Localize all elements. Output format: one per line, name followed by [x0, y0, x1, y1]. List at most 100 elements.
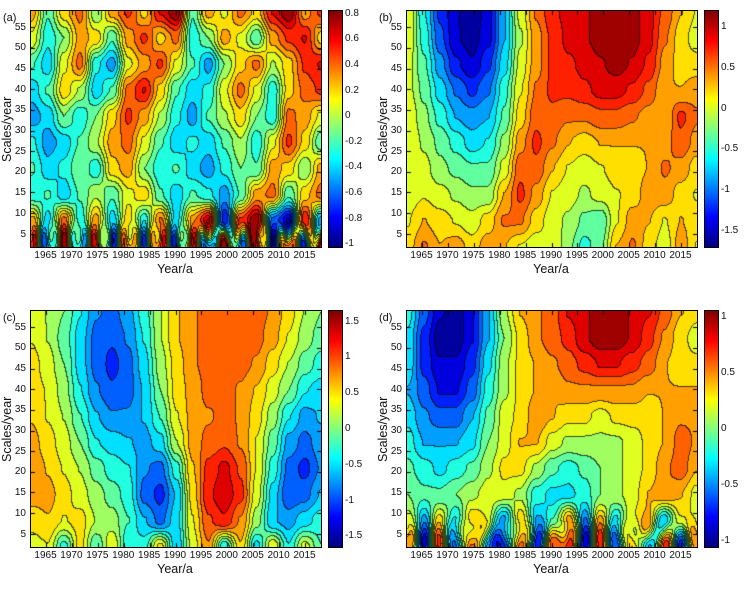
colorbar-tick-label: 1 [721, 21, 727, 33]
panel-b: (b) Scales/year 5 10 15 20 25 30 35 40 45 50 55 19… [376, 0, 751, 298]
contour-plot-d [406, 310, 698, 548]
colorbar-a [328, 10, 343, 248]
x-tick-label: 1995 [565, 250, 589, 261]
colorbar-tick-labels: 0.8 0.6 0.4 0.2 0 -0.2 -0.4 -0.6 -0.8 -1 [345, 7, 375, 250]
colorbar-tick-label: -0.8 [345, 212, 363, 224]
colorbar-b [704, 10, 719, 248]
y-tick-label: 20 [390, 466, 402, 478]
colorbar-c [328, 310, 343, 548]
x-tick-label: 1965 [410, 550, 433, 561]
x-tick-label: 1975 [86, 250, 109, 261]
panel-a: (a) Scales/year 5 10 15 20 25 30 35 40 45 50 55 19… [0, 0, 375, 298]
y-tick-label: 20 [390, 166, 402, 178]
panel-label-d: (d) [379, 312, 393, 324]
x-tick-label: 1980 [488, 550, 511, 561]
y-tick-label: 40 [390, 383, 402, 395]
x-tick-label: 1985 [513, 550, 537, 561]
x-tick-label: 1990 [163, 550, 187, 561]
x-tick-label: 2015 [669, 550, 692, 561]
y-tick-label: 50 [390, 42, 402, 54]
colorbar-tick-label: -0.4 [345, 161, 363, 173]
y-tick-label: 15 [14, 187, 26, 199]
y-tick-label: 10 [390, 207, 402, 219]
x-tick-label: 1965 [410, 250, 433, 261]
colorbar-tick-label: 0 [721, 102, 727, 114]
y-tick-label: 5 [396, 228, 402, 240]
x-tick-label: 1980 [112, 550, 135, 561]
x-axis-title: Year/a [157, 562, 193, 576]
colorbar-tick-label: 0.5 [345, 387, 359, 399]
x-tick-labels: 1965 1970 1975 1980 1985 1990 1995 2000 2005 2010… [376, 250, 751, 262]
y-tick-label: 55 [390, 321, 402, 333]
panel-label-c: (c) [3, 312, 16, 324]
y-tick-label: 30 [14, 425, 26, 437]
y-tick-label: 40 [14, 383, 26, 395]
colorbar-tick-labels: 1 0.5 0 -0.5 -1 [721, 310, 751, 548]
y-tick-label: 35 [14, 404, 26, 416]
x-tick-label: 1975 [462, 550, 485, 561]
x-tick-label: 1970 [436, 550, 459, 561]
colorbar-tick-label: -0.5 [721, 479, 739, 491]
x-tick-label: 1965 [34, 550, 57, 561]
x-tick-label: 1975 [86, 550, 109, 561]
y-tick-label: 10 [14, 207, 26, 219]
x-tick-labels: 1965 1970 1975 1980 1985 1990 1995 2000 2005 2010… [0, 550, 375, 562]
colorbar-tick-label: 0.8 [345, 7, 359, 19]
x-tick-label: 1985 [513, 250, 537, 261]
y-tick-label: 45 [14, 62, 26, 74]
x-tick-label: 2015 [669, 250, 692, 261]
x-tick-label: 1980 [112, 250, 135, 261]
x-axis-title: Year/a [533, 262, 569, 276]
y-tick-label: 15 [390, 187, 402, 199]
y-tick-label: 35 [390, 404, 402, 416]
y-tick-label: 50 [390, 342, 402, 354]
contour-plot-c [30, 310, 322, 548]
x-tick-label: 2005 [241, 250, 264, 261]
colorbar-d [704, 310, 719, 548]
y-tick-label: 5 [396, 528, 402, 540]
colorbar-tick-label: -1.5 [345, 530, 363, 542]
x-tick-label: 1975 [462, 250, 485, 261]
colorbar-tick-label: 0 [345, 423, 351, 434]
y-tick-labels: 5 10 15 20 25 30 35 40 45 50 55 [0, 310, 27, 548]
y-tick-label: 55 [14, 321, 26, 333]
colorbar-tick-label: -1.5 [721, 224, 739, 236]
x-tick-label: 1980 [488, 250, 511, 261]
colorbar-tick-label: 0.6 [345, 33, 359, 45]
colorbar-tick-label: 0.5 [721, 366, 735, 378]
y-tick-label: 10 [390, 507, 402, 519]
y-tick-label: 40 [390, 83, 402, 95]
x-tick-label: 2000 [591, 250, 614, 261]
x-tick-label: 2000 [215, 250, 238, 261]
y-tick-label: 25 [390, 445, 402, 457]
y-tick-label: 30 [390, 125, 402, 137]
x-tick-label: 1985 [137, 550, 161, 561]
contour-plot-b [406, 10, 698, 248]
y-tick-label: 30 [14, 125, 26, 137]
colorbar-tick-label: -1 [345, 238, 354, 250]
colorbar-tick-label: 1 [345, 351, 351, 363]
x-tick-label: 1990 [163, 250, 187, 261]
y-tick-label: 40 [14, 83, 26, 95]
contour-plot-a [30, 10, 322, 248]
y-tick-label: 55 [14, 21, 26, 33]
x-tick-label: 1965 [34, 250, 57, 261]
y-tick-label: 55 [390, 21, 402, 33]
y-tick-label: 35 [14, 104, 26, 116]
y-tick-label: 25 [390, 145, 402, 157]
colorbar-tick-label: -1 [721, 184, 730, 196]
colorbar-tick-label: -0.5 [721, 143, 739, 155]
colorbar-tick-label: 1 [721, 310, 727, 322]
y-tick-label: 25 [14, 145, 26, 157]
colorbar-tick-label: 0 [721, 423, 727, 434]
x-tick-labels: 1965 1970 1975 1980 1985 1990 1995 2000 2005 2010… [0, 250, 375, 262]
colorbar-tick-label: -1 [345, 494, 354, 506]
x-tick-label: 2005 [617, 250, 640, 261]
y-tick-labels: 5 10 15 20 25 30 35 40 45 50 55 [0, 10, 27, 248]
y-tick-label: 45 [14, 362, 26, 374]
x-tick-label: 1970 [60, 550, 83, 561]
x-tick-label: 1985 [137, 250, 161, 261]
panel-label-a: (a) [3, 12, 17, 24]
x-axis-title: Year/a [157, 262, 193, 276]
